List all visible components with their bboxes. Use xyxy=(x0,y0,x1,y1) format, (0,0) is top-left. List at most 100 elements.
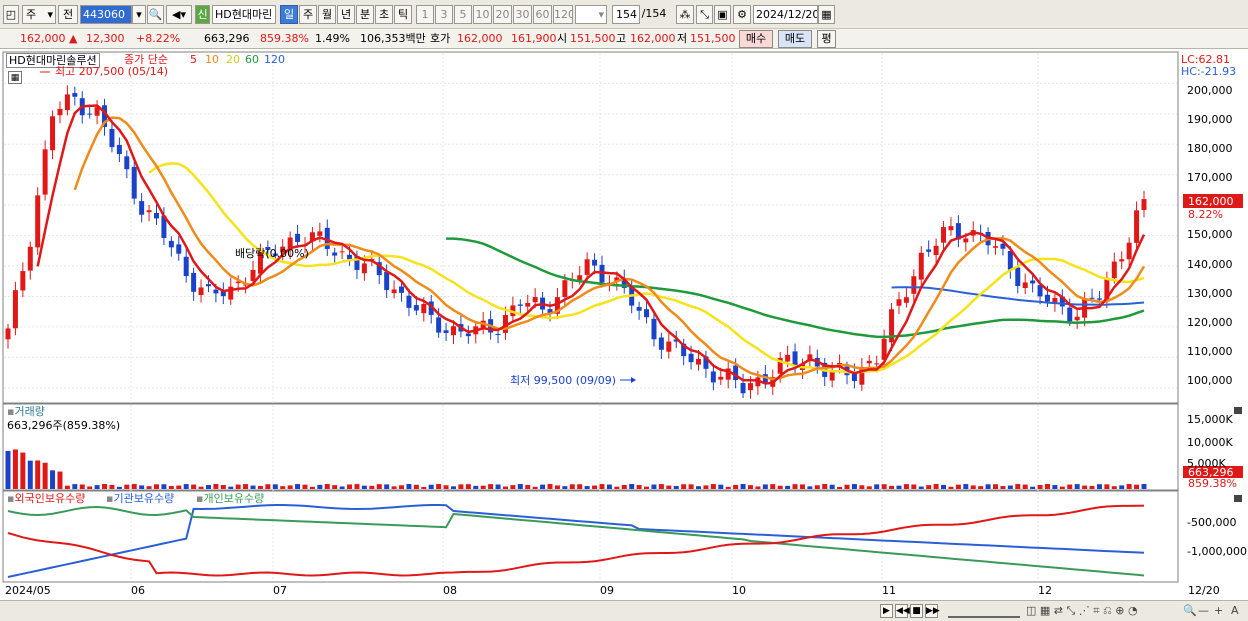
interval-3[interactable]: 3 xyxy=(435,5,453,24)
candle-body xyxy=(859,366,865,385)
indicator-icon[interactable]: ⁂ xyxy=(676,5,694,24)
candle-body xyxy=(399,286,405,293)
price-axis-label: 110,000 xyxy=(1187,345,1233,358)
play-icon[interactable]: ▶ xyxy=(880,604,893,618)
volume-bar xyxy=(64,485,70,489)
price-axis-label: 190,000 xyxy=(1187,113,1233,126)
volume-bar xyxy=(829,484,835,489)
calendar-icon[interactable]: ▦ xyxy=(818,5,835,24)
interval-5[interactable]: 5 xyxy=(454,5,472,24)
save-icon[interactable]: ▣ xyxy=(714,5,731,24)
toolbar-icons[interactable]: ◫ ▦ ⇄ ⤡ ⋰ ⌗ ⎌ ⊕ ◔ xyxy=(1026,604,1138,617)
minus-icon[interactable]: — xyxy=(1198,604,1209,617)
volume-bar xyxy=(12,449,18,489)
buy-button[interactable]: 매수 xyxy=(739,30,773,48)
interval-custom-select[interactable]: ▾ xyxy=(575,5,607,24)
zoom-slider[interactable] xyxy=(948,604,1020,618)
stock-name-field[interactable]: HD현대마린 xyxy=(212,5,276,24)
interval-10[interactable]: 10 xyxy=(473,5,492,24)
low-label: 저 xyxy=(677,32,688,45)
search-icon[interactable]: 🔍 xyxy=(147,5,164,24)
period-week[interactable]: 주 xyxy=(299,5,317,24)
toolbar: ◰ 주 ▾ 전 443060 ▾ 🔍 ◀▾ 신 HD현대마린 일 주 월 년 분 … xyxy=(0,0,1248,29)
period-month[interactable]: 월 xyxy=(318,5,336,24)
eval-button[interactable]: 평 xyxy=(817,30,836,48)
candle-body xyxy=(116,145,122,155)
candle-body xyxy=(644,309,650,318)
text-size-icon[interactable]: A xyxy=(1231,604,1239,617)
current-price: 162,000 xyxy=(20,32,66,45)
sound-icon[interactable]: ◀▾ xyxy=(166,5,192,24)
candle-body xyxy=(265,246,271,250)
volume-bar xyxy=(688,484,694,489)
volume-bar xyxy=(666,485,672,489)
candle-body xyxy=(896,299,902,306)
candle-body xyxy=(1059,296,1065,307)
volume-bar xyxy=(517,484,523,489)
panel-close-icon[interactable] xyxy=(1234,407,1242,414)
date-input[interactable]: 2024/12/20 xyxy=(753,5,818,24)
interval-20[interactable]: 20 xyxy=(493,5,512,24)
candle-body xyxy=(391,289,397,294)
volume-bar xyxy=(584,486,590,489)
volume-bar xyxy=(1052,485,1058,489)
candle-body xyxy=(532,297,538,303)
forward-icon[interactable]: ▶▶ xyxy=(925,604,940,618)
volume-bar xyxy=(354,484,360,489)
interval-60[interactable]: 60 xyxy=(533,5,552,24)
interval-30[interactable]: 30 xyxy=(513,5,532,24)
ma10-line xyxy=(73,116,1146,381)
volume-bar xyxy=(413,484,419,489)
candle-body xyxy=(881,338,887,360)
chart-menu-icon[interactable]: ◰ xyxy=(3,5,19,24)
panel-close-icon[interactable] xyxy=(1234,495,1242,502)
stop-icon[interactable]: ■ xyxy=(910,604,923,618)
volume-bar xyxy=(770,484,776,489)
panel-menu-icon[interactable]: ▦ xyxy=(8,71,22,84)
period-tick[interactable]: 틱 xyxy=(394,5,412,24)
volume-bar xyxy=(970,485,976,489)
volume-bar xyxy=(874,484,880,489)
interval-120[interactable]: 120 xyxy=(553,5,573,24)
market-select[interactable]: 주 ▾ xyxy=(22,5,56,24)
candle-body xyxy=(102,105,108,127)
draw-tool-icon[interactable]: ⤡ xyxy=(696,5,713,24)
volume-bar xyxy=(599,484,605,489)
code-dropdown-icon[interactable]: ▾ xyxy=(132,5,146,24)
sell-button[interactable]: 매도 xyxy=(778,30,812,48)
chart-area[interactable] xyxy=(0,49,1248,600)
volume-legend-marker: ▪ xyxy=(7,405,15,418)
volume-bar xyxy=(1119,485,1125,489)
candle-body xyxy=(257,250,263,274)
volume-bar xyxy=(57,471,63,489)
date-axis-label: 09 xyxy=(600,584,614,597)
candle-body xyxy=(161,215,167,238)
candle-body xyxy=(72,93,78,97)
code-input[interactable]: 443060 xyxy=(80,5,132,24)
zoom-icon[interactable]: 🔍 xyxy=(1183,604,1197,617)
candle-body xyxy=(636,307,642,311)
candle-body xyxy=(829,370,835,381)
candle-body xyxy=(725,368,731,380)
bid-price: 162,000 xyxy=(457,32,503,45)
candle-body xyxy=(317,231,323,236)
interval-1[interactable]: 1 xyxy=(416,5,434,24)
candle-body xyxy=(5,328,11,340)
period-day[interactable]: 일 xyxy=(280,5,298,24)
prev-button[interactable]: 전 xyxy=(58,5,78,24)
period-second[interactable]: 초 xyxy=(375,5,393,24)
volume-bar xyxy=(822,484,828,489)
count-input[interactable]: 154 xyxy=(612,5,640,24)
price-change-pct: +8.22% xyxy=(136,32,181,45)
period-year[interactable]: 년 xyxy=(337,5,355,24)
price-axis-label: 150,000 xyxy=(1187,228,1233,241)
candle-body xyxy=(87,113,93,115)
volume-bar xyxy=(1059,486,1065,489)
gear-icon[interactable]: ⚙ xyxy=(733,5,751,24)
period-minute[interactable]: 분 xyxy=(356,5,374,24)
rewind-icon[interactable]: ◀◀ xyxy=(895,604,910,618)
volume-bar xyxy=(644,486,650,489)
plus-icon[interactable]: + xyxy=(1214,604,1224,617)
volume-bar xyxy=(87,486,93,489)
volume-value: 663,296 xyxy=(204,32,250,45)
